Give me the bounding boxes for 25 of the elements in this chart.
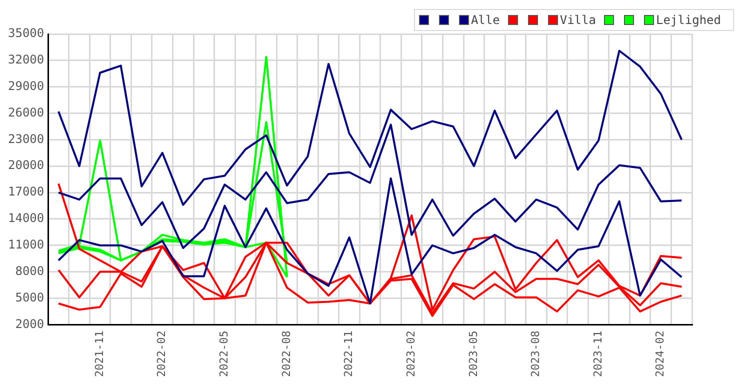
x-tick-label: 2023-11: [591, 330, 604, 377]
legend-label: Alle: [470, 13, 500, 27]
y-tick-label: 29000: [8, 78, 44, 93]
x-tick-label: 2023-05: [466, 330, 480, 377]
x-tick-label: 2022-05: [218, 330, 231, 377]
y-tick-label: 14000: [8, 211, 44, 226]
y-tick-label: 32000: [8, 52, 44, 67]
y-tick-label: 5000: [15, 290, 44, 304]
y-tick-label: 11000: [8, 238, 44, 252]
y-tick-label: 26000: [8, 105, 44, 120]
y-tick-label: 17000: [8, 184, 44, 199]
y-tick-label: 2000: [15, 316, 44, 331]
x-tick-label: 2022-02: [155, 330, 168, 377]
legend-label: Lejlighed: [656, 13, 721, 27]
legend-label: Villa: [560, 13, 596, 27]
x-tick-label: 2023-08: [529, 330, 542, 377]
y-tick-label: 23000: [8, 132, 44, 146]
x-tick-label: 2022-08: [280, 330, 293, 377]
x-tick-label: 2022-11: [342, 330, 356, 377]
x-tick-label: 2021-11: [92, 330, 106, 377]
x-tick-label: 2024-02: [654, 330, 667, 377]
y-tick-label: 35000: [8, 26, 44, 40]
y-tick-label: 20000: [8, 158, 44, 172]
y-tick-label: 8000: [15, 264, 44, 278]
x-tick-label: 2023-02: [404, 330, 418, 377]
